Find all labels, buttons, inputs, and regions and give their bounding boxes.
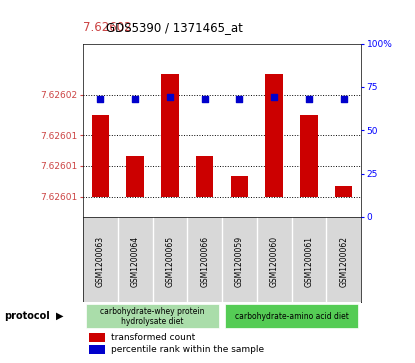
Bar [225, 304, 358, 329]
Text: GSM1200062: GSM1200062 [339, 236, 348, 286]
Text: ▶: ▶ [56, 311, 63, 321]
Text: 7.62602: 7.62602 [83, 21, 135, 34]
Bar [231, 176, 248, 197]
Point [201, 96, 208, 102]
Bar [88, 333, 105, 342]
Bar [266, 74, 283, 197]
Text: GSM1200064: GSM1200064 [131, 236, 139, 287]
Text: GSM1200065: GSM1200065 [166, 236, 174, 287]
Bar [86, 304, 219, 329]
Text: carbohydrate-whey protein
hydrolysate diet: carbohydrate-whey protein hydrolysate di… [100, 306, 205, 326]
Text: GSM1200061: GSM1200061 [305, 236, 313, 286]
Point [132, 96, 139, 102]
Text: GSM1200066: GSM1200066 [200, 236, 209, 287]
Point [305, 96, 312, 102]
Text: transformed count: transformed count [111, 333, 195, 342]
Bar [92, 115, 109, 197]
Point [166, 94, 173, 100]
Bar [127, 156, 144, 197]
Text: GSM1200059: GSM1200059 [235, 236, 244, 287]
Bar [161, 74, 178, 197]
Bar [335, 186, 352, 197]
Point [97, 96, 104, 102]
Point [340, 96, 347, 102]
Text: GDS5390 / 1371465_at: GDS5390 / 1371465_at [106, 21, 243, 34]
Bar [196, 156, 213, 197]
Bar [300, 115, 317, 197]
Text: percentile rank within the sample: percentile rank within the sample [111, 345, 264, 354]
Point [271, 94, 278, 100]
Text: GSM1200063: GSM1200063 [96, 236, 105, 287]
Point [236, 96, 243, 102]
Text: protocol: protocol [4, 311, 50, 321]
Text: carbohydrate-amino acid diet: carbohydrate-amino acid diet [234, 312, 349, 321]
Bar [88, 345, 105, 354]
Text: GSM1200060: GSM1200060 [270, 236, 278, 287]
